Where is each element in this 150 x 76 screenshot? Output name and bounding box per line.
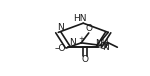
Text: N: N [102, 43, 109, 52]
Text: NH: NH [95, 39, 108, 48]
Text: N: N [69, 38, 75, 47]
Text: –O: –O [54, 44, 66, 53]
Text: O: O [82, 55, 88, 64]
Text: N: N [57, 23, 63, 32]
Text: HN: HN [73, 14, 86, 22]
Text: O: O [99, 42, 106, 51]
Text: +: + [79, 36, 85, 42]
Text: O: O [86, 24, 93, 33]
